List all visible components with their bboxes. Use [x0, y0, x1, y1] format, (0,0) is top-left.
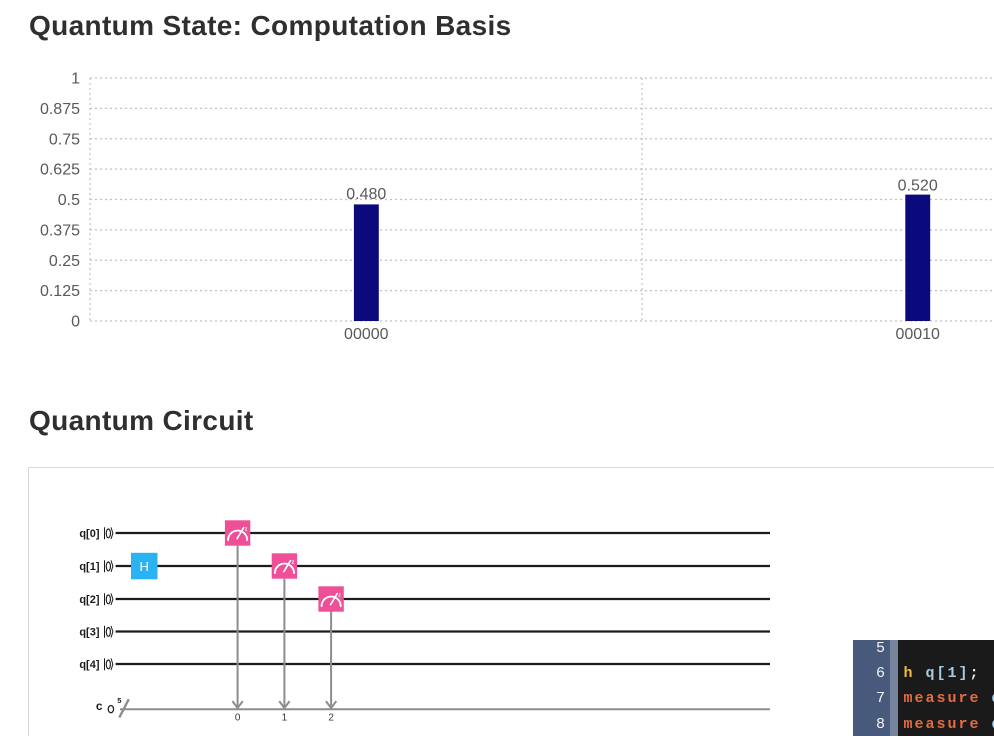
svg-text:00000: 00000: [344, 326, 389, 343]
svg-text:0.75: 0.75: [49, 131, 80, 148]
svg-text:0: 0: [71, 314, 80, 331]
svg-text:0.5: 0.5: [58, 192, 80, 209]
svg-text:0.125: 0.125: [40, 283, 80, 300]
svg-text:q[4]: q[4]: [79, 659, 100, 671]
svg-text:q[3]: q[3]: [79, 626, 100, 638]
svg-text:0.375: 0.375: [40, 222, 80, 239]
svg-text:q[0]: q[0]: [79, 528, 100, 540]
svg-text:q[2]: q[2]: [79, 594, 100, 606]
svg-text:0: 0: [235, 713, 241, 724]
svg-text:c: c: [96, 699, 103, 713]
svg-text:00010: 00010: [895, 326, 940, 343]
svg-text:H: H: [140, 559, 149, 574]
svg-text:1: 1: [282, 713, 288, 724]
svg-text:z: z: [292, 559, 295, 565]
svg-text:1: 1: [71, 71, 80, 88]
svg-text:z: z: [338, 592, 341, 598]
svg-text:0.480: 0.480: [346, 186, 386, 203]
svg-text:z: z: [245, 526, 248, 532]
svg-text:0.520: 0.520: [898, 178, 938, 195]
svg-text:0.625: 0.625: [40, 162, 80, 179]
svg-text:q[1]: q[1]: [79, 561, 100, 573]
svg-text:0.25: 0.25: [49, 253, 80, 270]
svg-text:5: 5: [117, 696, 121, 705]
svg-text:0.875: 0.875: [40, 101, 80, 118]
svg-text:2: 2: [328, 713, 334, 724]
